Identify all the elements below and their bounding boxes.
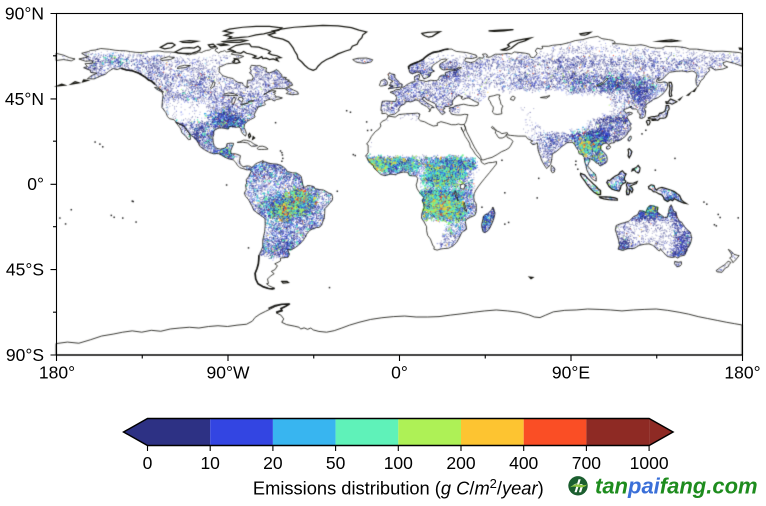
svg-text:0: 0 bbox=[143, 453, 153, 473]
svg-text:180°: 180° bbox=[39, 363, 75, 383]
svg-text:0°: 0° bbox=[27, 174, 44, 194]
svg-text:0°: 0° bbox=[391, 363, 408, 383]
svg-text:200: 200 bbox=[446, 453, 475, 473]
svg-text:90°E: 90°E bbox=[552, 363, 590, 383]
svg-text:100: 100 bbox=[384, 453, 413, 473]
svg-text:10: 10 bbox=[200, 453, 220, 473]
svg-text:90°S: 90°S bbox=[6, 345, 44, 365]
svg-text:50: 50 bbox=[326, 453, 346, 473]
svg-text:1000: 1000 bbox=[630, 453, 669, 473]
svg-text:tanpaifang.com: tanpaifang.com bbox=[595, 474, 758, 499]
svg-text:Emissions distribution (g C/m2: Emissions distribution (g C/m2/year) bbox=[253, 476, 544, 499]
svg-text:400: 400 bbox=[509, 453, 538, 473]
svg-text:180°: 180° bbox=[724, 363, 760, 383]
svg-text:45°S: 45°S bbox=[6, 260, 44, 280]
svg-text:90°N: 90°N bbox=[5, 4, 44, 24]
svg-text:700: 700 bbox=[572, 453, 601, 473]
svg-text:20: 20 bbox=[263, 453, 283, 473]
svg-text:45°N: 45°N bbox=[5, 89, 44, 109]
svg-text:90°W: 90°W bbox=[207, 363, 250, 383]
